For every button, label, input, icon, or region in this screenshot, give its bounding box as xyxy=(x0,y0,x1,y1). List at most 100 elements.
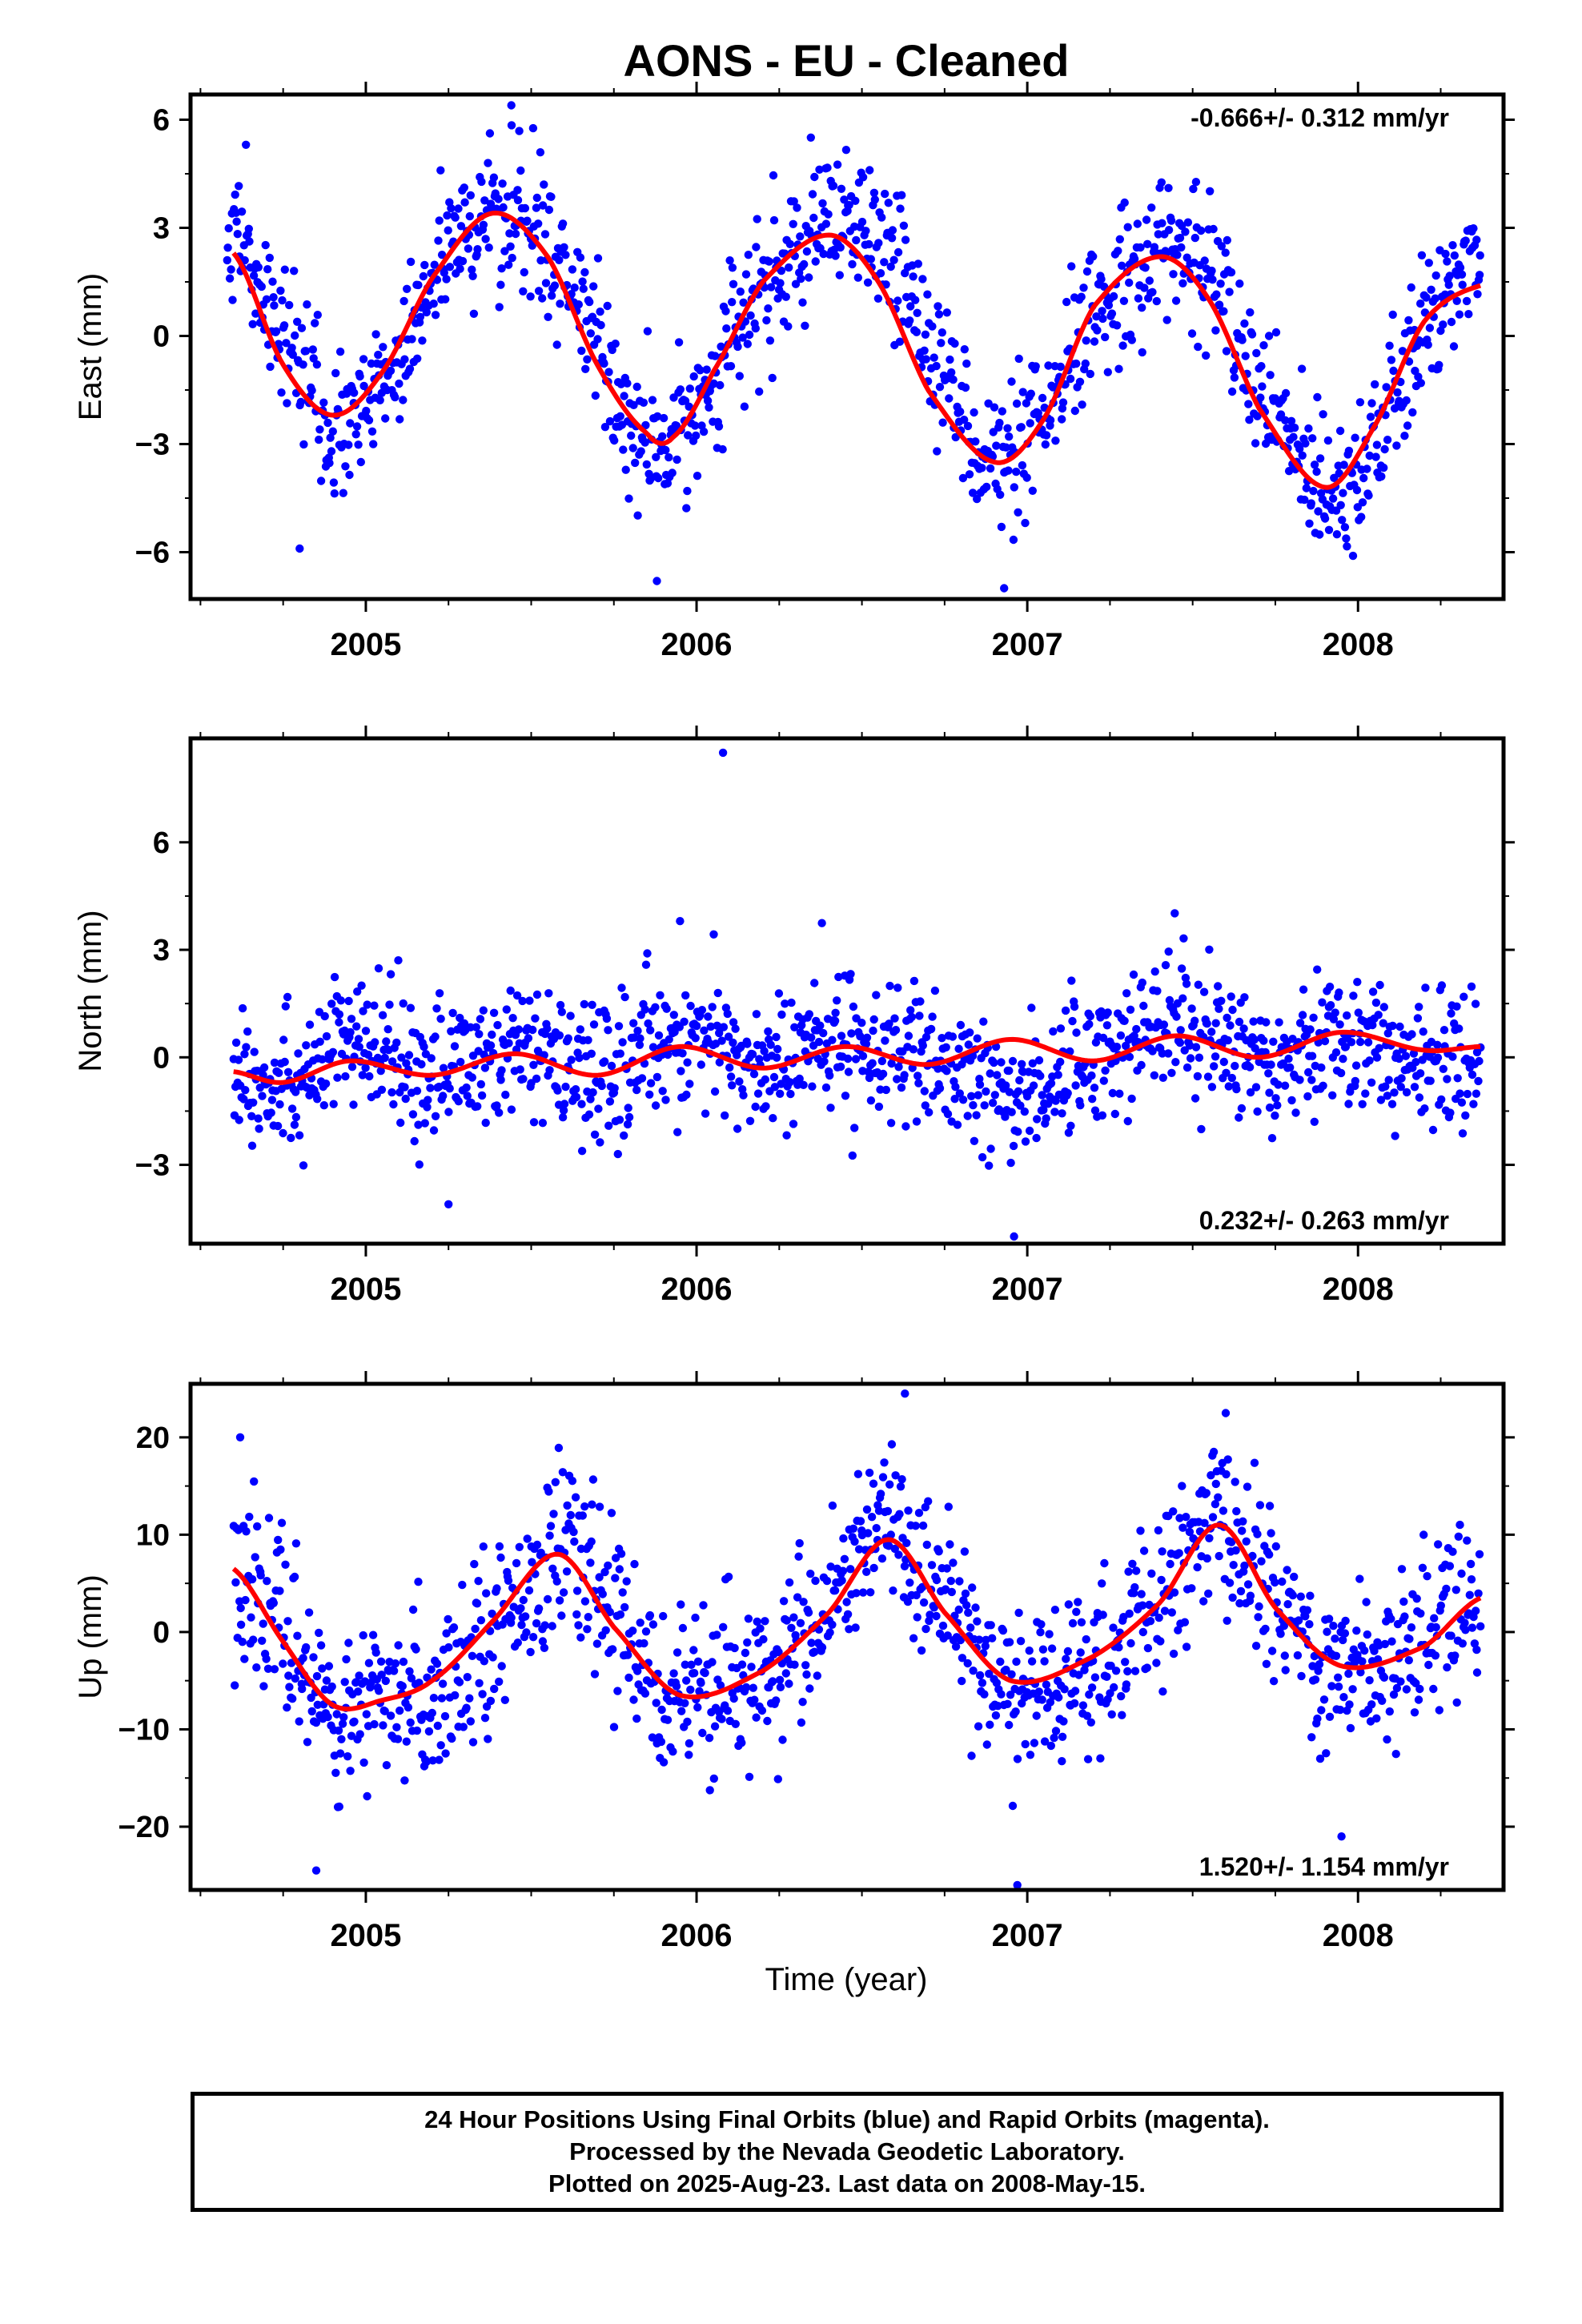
east-point xyxy=(1476,251,1484,260)
east-point xyxy=(526,292,535,301)
east-point xyxy=(1227,387,1237,396)
up-point xyxy=(663,1715,673,1724)
up-point xyxy=(798,1698,807,1707)
up-point xyxy=(889,1586,897,1595)
north-point xyxy=(920,1087,930,1096)
up-point xyxy=(1078,1701,1088,1710)
north-point xyxy=(662,1004,671,1013)
north-point xyxy=(1001,1112,1010,1121)
up-point xyxy=(231,1681,239,1690)
north-point xyxy=(1245,1063,1255,1072)
north-point xyxy=(476,1015,485,1023)
up-point xyxy=(544,1487,553,1496)
east-point xyxy=(359,381,368,391)
north-point xyxy=(1280,1081,1290,1090)
east-point xyxy=(800,259,809,269)
east-point xyxy=(464,244,473,253)
north-point xyxy=(564,1034,572,1043)
north-point xyxy=(1267,1134,1277,1143)
north-point xyxy=(805,1010,813,1019)
up-point xyxy=(338,1719,347,1728)
up-point xyxy=(381,1676,390,1686)
up-point xyxy=(377,1671,386,1679)
up-point xyxy=(1344,1669,1353,1679)
up-point xyxy=(964,1608,973,1618)
north-point xyxy=(328,1047,338,1057)
north-point xyxy=(1264,1069,1273,1078)
up-point xyxy=(1086,1718,1096,1727)
up-point xyxy=(624,1673,633,1683)
east-point xyxy=(506,242,515,251)
north-point xyxy=(420,1119,429,1128)
north-point xyxy=(739,1091,748,1100)
east-point xyxy=(303,300,311,309)
up-point xyxy=(517,1620,526,1630)
north-point xyxy=(514,1025,524,1034)
east-point xyxy=(1092,312,1101,321)
up-point xyxy=(822,1576,832,1586)
east-point xyxy=(738,333,747,342)
up-point xyxy=(613,1687,622,1695)
north-point xyxy=(249,1098,258,1108)
east-point xyxy=(1443,257,1452,266)
east-point xyxy=(1392,441,1401,450)
north-point xyxy=(820,1057,829,1066)
up-point xyxy=(335,1802,343,1811)
east-point xyxy=(442,275,451,283)
up-point xyxy=(519,1595,528,1605)
east-point xyxy=(1012,399,1022,408)
up-point xyxy=(1331,1634,1339,1643)
up-point xyxy=(807,1638,816,1647)
up-point xyxy=(504,1576,513,1586)
east-point xyxy=(456,264,464,273)
up-point xyxy=(283,1617,292,1626)
east-point xyxy=(454,204,463,213)
north-point xyxy=(1005,1088,1014,1096)
east-points xyxy=(223,101,1484,593)
east-point xyxy=(513,195,523,205)
north-point xyxy=(1458,1129,1468,1138)
east-point xyxy=(1207,266,1216,275)
up-point xyxy=(669,1747,677,1756)
north-point xyxy=(913,1072,922,1080)
north-point xyxy=(401,1094,410,1104)
up-point xyxy=(241,1595,250,1605)
up-point xyxy=(1279,1622,1289,1630)
up-point xyxy=(849,1524,858,1534)
east-point xyxy=(643,327,652,336)
north-point xyxy=(1085,1019,1094,1029)
up-point xyxy=(628,1626,637,1635)
north-point xyxy=(1054,1071,1062,1080)
north-point xyxy=(817,919,826,927)
north-point xyxy=(1413,1014,1423,1023)
east-point xyxy=(406,257,416,267)
east-point xyxy=(739,298,748,307)
east-point xyxy=(1371,452,1380,461)
east-point xyxy=(661,445,670,455)
up-point xyxy=(1397,1565,1407,1574)
north-point xyxy=(1351,1061,1361,1070)
up-point xyxy=(540,1621,549,1630)
east-point xyxy=(726,362,736,371)
east-point xyxy=(1393,388,1402,397)
up-point xyxy=(1096,1754,1105,1763)
north-point xyxy=(1259,1036,1268,1045)
up-point xyxy=(947,1587,957,1597)
north-point xyxy=(1016,1101,1025,1110)
north-point xyxy=(928,1012,937,1021)
north-point xyxy=(1138,978,1147,987)
north-point xyxy=(990,1058,998,1068)
up-point xyxy=(576,1633,585,1642)
north-point xyxy=(677,1067,685,1076)
east-point xyxy=(621,465,630,474)
north-point xyxy=(921,1101,930,1110)
east-point xyxy=(896,204,905,213)
north-point xyxy=(1178,994,1187,1003)
north-point xyxy=(632,1085,641,1095)
up-point xyxy=(1100,1558,1109,1568)
north-point xyxy=(363,1050,373,1059)
north-point xyxy=(313,1095,322,1104)
up-point xyxy=(975,1671,985,1680)
north-point xyxy=(1461,1111,1470,1120)
